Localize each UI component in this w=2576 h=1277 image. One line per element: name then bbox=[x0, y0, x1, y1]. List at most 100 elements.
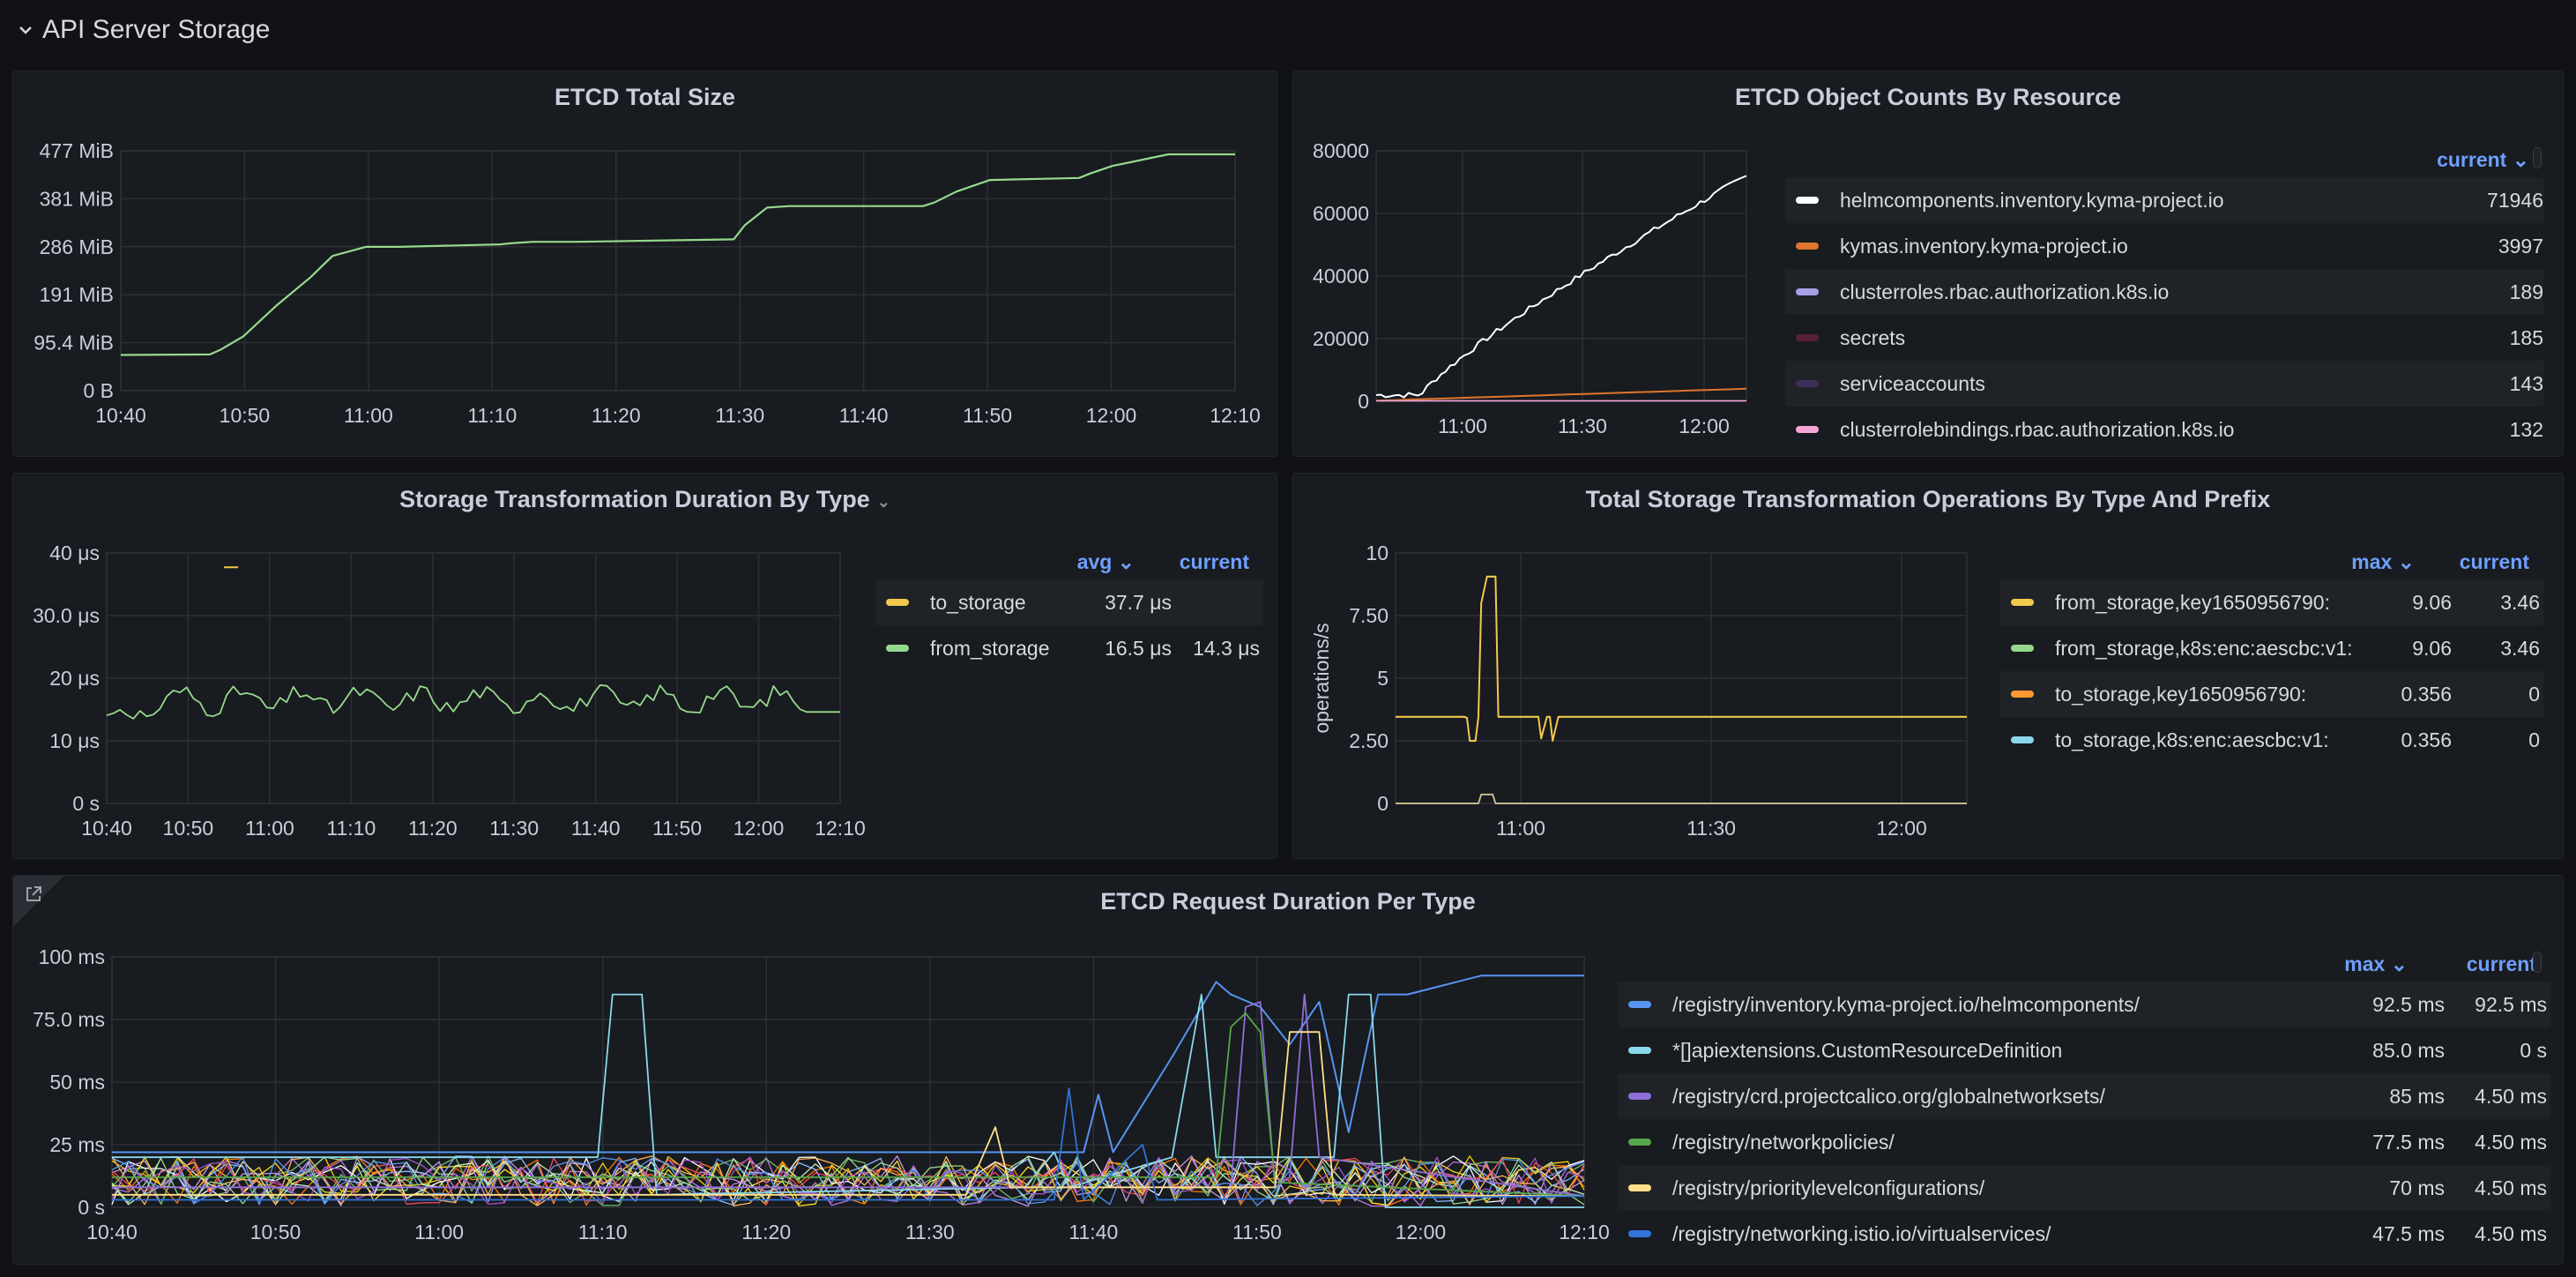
legend-header-max[interactable]: max ⌄ bbox=[2344, 952, 2408, 975]
legend-item[interactable]: serviceaccounts 143 bbox=[1785, 361, 2543, 407]
series-max: 47.5 ms bbox=[2372, 1221, 2445, 1245]
series-color-swatch bbox=[1628, 1001, 1651, 1008]
series-current: 143 bbox=[2509, 371, 2543, 395]
legend-item[interactable]: clusterrolebindings.rbac.authorization.k… bbox=[1785, 407, 2543, 452]
y-tick-label: 0 bbox=[1358, 390, 1369, 413]
series-current: 3.46 bbox=[2500, 590, 2540, 614]
y-tick-label: 0 B bbox=[83, 379, 114, 402]
legend-item[interactable]: from_storage,k8s:enc:aescbc:v1: 9.06 3.46 bbox=[2000, 625, 2543, 671]
series-name: to_storage,k8s:enc:aescbc:v1: bbox=[2055, 728, 2329, 751]
legend-header-label: avg bbox=[1076, 549, 1113, 573]
series-name: /registry/networkpolicies/ bbox=[1672, 1130, 1895, 1154]
series-name: from_storage bbox=[930, 636, 1050, 660]
legend-scrollbar[interactable] bbox=[2533, 147, 2542, 168]
legend-scrollbar[interactable] bbox=[2533, 952, 2542, 973]
x-tick-label: 10:40 bbox=[86, 1221, 138, 1243]
y-tick-label: 40000 bbox=[1313, 265, 1369, 288]
series-line-etcd-size[interactable] bbox=[120, 153, 1235, 356]
plot-frame bbox=[106, 552, 841, 804]
legend-item[interactable]: to_storage,key1650956790: 0.356 0 bbox=[2000, 671, 2543, 717]
legend-item[interactable]: /registry/networkpolicies/77.5 ms 4.50 ms bbox=[1618, 1119, 2550, 1165]
y-tick-label: 381 MiB bbox=[40, 187, 114, 210]
series-name: to_storage bbox=[930, 590, 1026, 614]
legend-item[interactable]: /registry/prioritylevelconfigurations/70… bbox=[1618, 1165, 2550, 1211]
y-tick-label: 25 ms bbox=[49, 1133, 105, 1156]
plot-frame bbox=[111, 956, 1585, 1208]
storage-transformation-duration-chart[interactable]: 40 μs 30.0 μs 20 μs 10 μs 0 s10:40 10:50 11:00… bbox=[13, 474, 866, 860]
x-tick-label: 11:10 bbox=[578, 1221, 628, 1243]
y-tick-label: 40 μs bbox=[49, 541, 100, 564]
series-current: 3997 bbox=[2498, 234, 2543, 258]
series-color-swatch bbox=[2011, 691, 2034, 698]
series-color-swatch bbox=[1628, 1093, 1651, 1100]
series-color-swatch bbox=[1796, 243, 1819, 250]
y-tick-label: 50 ms bbox=[49, 1071, 105, 1094]
series-line-prioritylevelconfigurations[interactable] bbox=[112, 1031, 1585, 1198]
row-header[interactable]: API Server Storage bbox=[18, 12, 270, 48]
legend-item[interactable]: kymas.inventory.kyma-project.io 3997 bbox=[1785, 223, 2543, 269]
y-axis-label: operations/s bbox=[1310, 623, 1333, 733]
legend-item[interactable]: /registry/networking.istio.io/virtualser… bbox=[1618, 1211, 2550, 1257]
panel-etcd-total-size[interactable]: ETCD Total Size 477 MiB 381 MiB 286 MiB 191… bbox=[12, 71, 1277, 457]
x-tick-label: 11:20 bbox=[741, 1221, 791, 1243]
series-line-from-storage[interactable] bbox=[106, 683, 840, 720]
legend-item[interactable]: helmcomponents.inventory.kyma-project.io… bbox=[1785, 177, 2543, 223]
x-tick-label: 12:10 bbox=[1210, 404, 1261, 427]
x-tick-label: 11:00 bbox=[1438, 414, 1487, 437]
x-tick-label: 11:00 bbox=[1496, 817, 1545, 840]
series-line-kymas[interactable] bbox=[1375, 387, 1747, 402]
series-line-virtualservices[interactable] bbox=[112, 1087, 1585, 1201]
legend-header-max[interactable]: max ⌄ bbox=[2351, 549, 2415, 573]
x-tick-label: 11:40 bbox=[839, 404, 889, 427]
legend-item[interactable]: secrets 185 bbox=[1785, 315, 2543, 361]
legend-header-avg[interactable]: avg ⌄ bbox=[1076, 549, 1135, 573]
etcd-object-counts-chart[interactable]: 80000 60000 40000 20000 0 11:00 11:30 12:00 bbox=[1293, 71, 1787, 458]
chevron-down-icon[interactable]: ⌄ bbox=[876, 493, 890, 511]
series-color-swatch bbox=[1628, 1230, 1651, 1237]
legend-rows: /registry/inventory.kyma-project.io/helm… bbox=[1618, 982, 2550, 1257]
x-tick-label: 11:10 bbox=[326, 817, 376, 840]
series-color-swatch bbox=[2011, 599, 2034, 606]
x-tick-label: 11:30 bbox=[489, 817, 539, 840]
legend-item[interactable]: clusterroles.rbac.authorization.k8s.io 18… bbox=[1785, 269, 2543, 315]
x-tick-label: 10:50 bbox=[163, 817, 214, 840]
y-tick-label: 80000 bbox=[1313, 139, 1369, 162]
legend-item[interactable]: to_storage,k8s:enc:aescbc:v1: 0.356 0 bbox=[2000, 717, 2543, 763]
series-line-from-storage-aescbc[interactable] bbox=[1396, 576, 1967, 743]
series-line-helmcomponents[interactable] bbox=[1375, 175, 1747, 399]
panel-title-text: Storage Transformation Duration By Type bbox=[399, 486, 870, 512]
legend-item[interactable]: from_storage,key1650956790: 9.06 3.46 bbox=[2000, 579, 2543, 625]
legend-item[interactable]: /registry/crd.projectcalico.org/globalne… bbox=[1618, 1073, 2550, 1119]
legend-item[interactable]: *[]apiextensions.CustomResourceDefinitio… bbox=[1618, 1027, 2550, 1073]
panel-total-storage-transformation-ops[interactable]: Total Storage Transformation Operations … bbox=[1292, 473, 2564, 859]
legend: avg ⌄ current to_storage 37.7 μs from_storag… bbox=[875, 544, 1263, 671]
legend-item[interactable]: to_storage 37.7 μs bbox=[875, 579, 1263, 625]
series-line-to-storage-aescbc[interactable] bbox=[1396, 794, 1967, 804]
total-storage-transformation-ops-chart[interactable]: 10 7.50 5 2.50 0 11:00 11:30 12:00 operations/s bbox=[1293, 474, 1981, 860]
series-name: kymas.inventory.kyma-project.io bbox=[1840, 234, 2128, 258]
legend-item[interactable]: /registry/inventory.kyma-project.io/helm… bbox=[1618, 982, 2550, 1027]
axes: 80000 60000 40000 20000 0 11:00 11:30 12:00 bbox=[1313, 139, 1747, 437]
series-color-swatch bbox=[1796, 288, 1819, 295]
panel-etcd-request-duration[interactable]: ETCD Request Duration Per Type 100 ms 75.… bbox=[12, 875, 2564, 1265]
y-tick-label: 0 bbox=[1377, 792, 1389, 815]
panel-link[interactable] bbox=[13, 876, 64, 927]
series-avg: 37.7 μs bbox=[1105, 590, 1172, 614]
legend-header-current[interactable]: current bbox=[2441, 550, 2529, 574]
panel-storage-transformation-duration[interactable]: Storage Transformation Duration By Type ⌄… bbox=[12, 473, 1277, 859]
chevron-down-icon[interactable] bbox=[18, 22, 34, 38]
y-tick-label: 20000 bbox=[1313, 327, 1369, 350]
panel-etcd-object-counts[interactable]: ETCD Object Counts By Resource 80000 6000… bbox=[1292, 71, 2564, 457]
etcd-request-duration-chart[interactable]: 100 ms 75.0 ms 50 ms 25 ms 0 s10:40 10:50 11:0… bbox=[13, 876, 1610, 1266]
series-line-other[interactable] bbox=[111, 1155, 1585, 1206]
panel-title[interactable]: Storage Transformation Duration By Type ⌄ bbox=[13, 486, 1277, 513]
plot-frame bbox=[120, 150, 1236, 392]
legend-header-current[interactable]: current bbox=[1161, 550, 1249, 574]
legend-header-current[interactable]: current ⌄ bbox=[2437, 147, 2529, 171]
legend-header-current[interactable]: current bbox=[2434, 952, 2536, 976]
series-line-helmcomponents[interactable] bbox=[112, 975, 1584, 1154]
legend-item[interactable]: from_storage 16.5 μs 14.3 μs bbox=[875, 625, 1263, 671]
series-line-crd[interactable] bbox=[112, 993, 1584, 1208]
external-link-icon[interactable] bbox=[24, 885, 43, 904]
